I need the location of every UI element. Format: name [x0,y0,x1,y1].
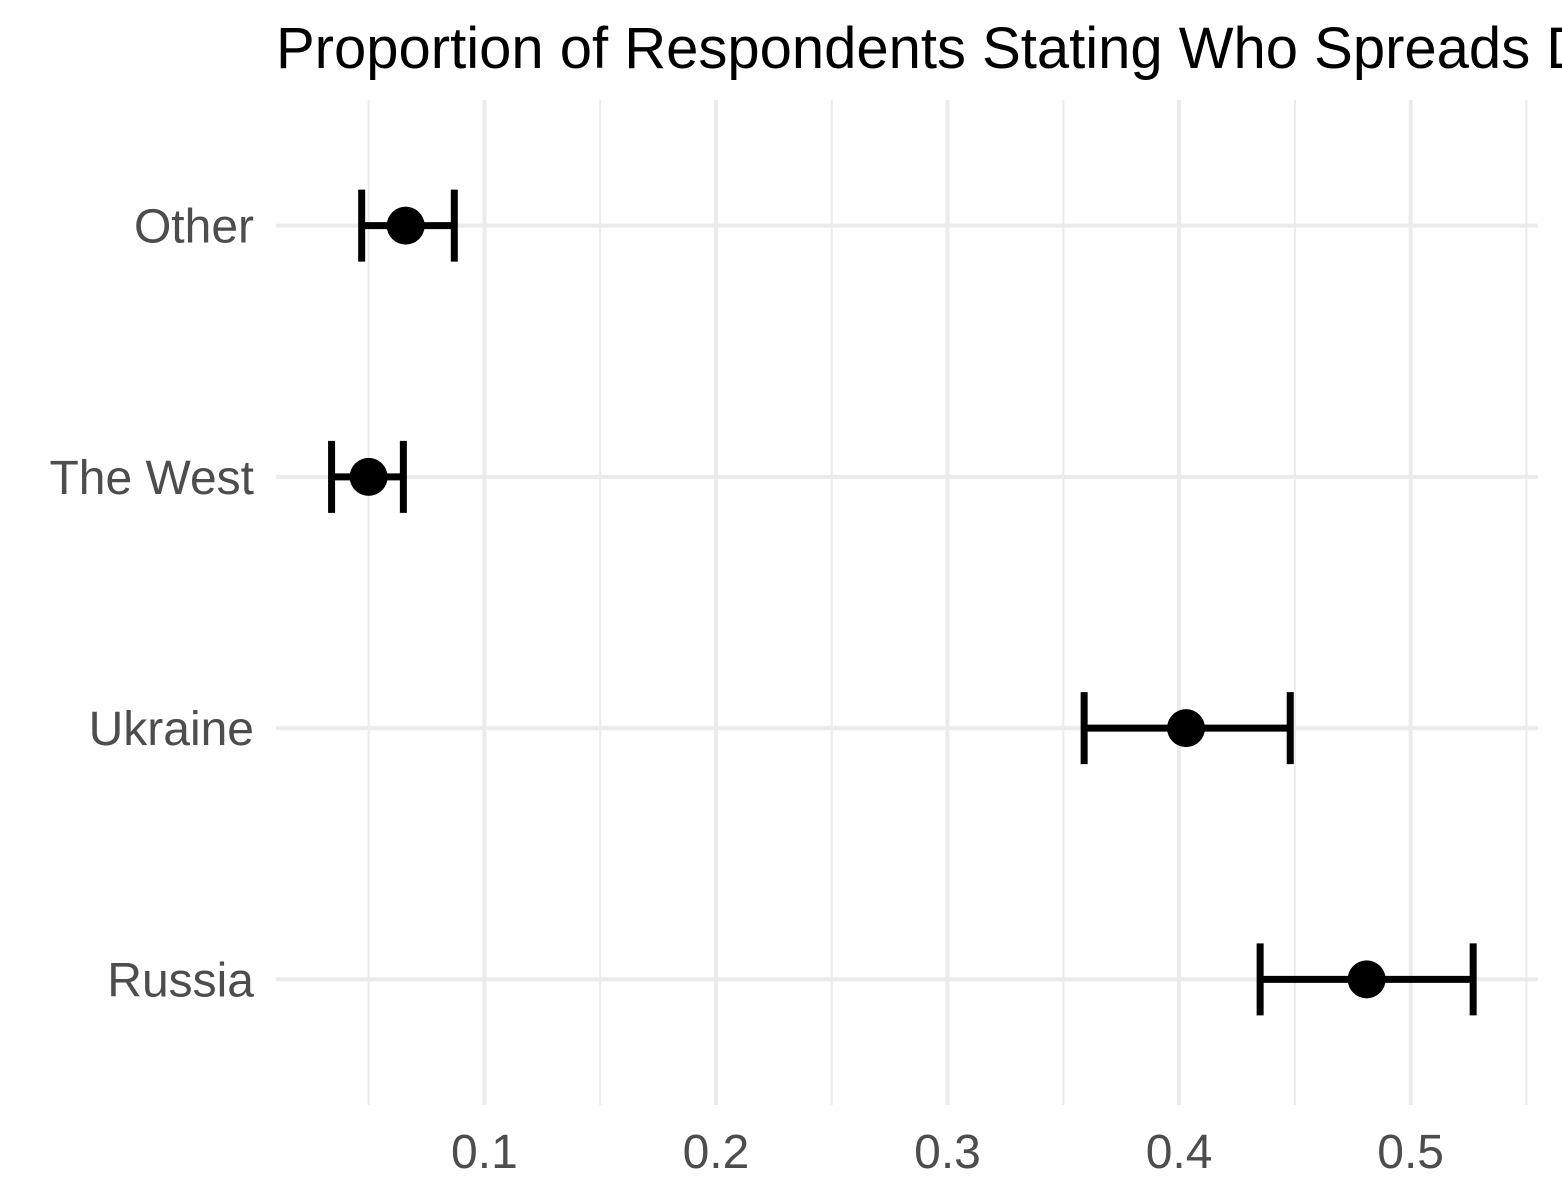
y-tick-label: Ukraine [89,703,254,756]
data-point [349,457,388,496]
y-tick-label: Russia [107,954,254,1007]
x-axis-labels: 0.1 0.2 0.3 0.4 0.5 [451,1126,1444,1179]
x-tick-label: 0.2 [683,1126,750,1179]
chart-marks [328,189,1477,1016]
data-point [386,206,425,245]
y-tick-label: Other [134,201,254,254]
x-tick-label: 0.4 [1146,1126,1213,1179]
y-axis-labels: Russia Ukraine The West Other [49,201,254,1008]
x-tick-label: 0.3 [914,1126,981,1179]
y-tick-label: The West [49,452,254,505]
data-point [1167,709,1206,748]
minor-gridlines [367,100,1528,1105]
data-point [1347,960,1386,999]
major-gridlines [276,100,1538,1105]
x-tick-label: 0.1 [451,1126,518,1179]
x-tick-label: 0.5 [1377,1126,1444,1179]
chart-title: Proportion of Respondents Stating Who Sp… [276,16,1562,81]
